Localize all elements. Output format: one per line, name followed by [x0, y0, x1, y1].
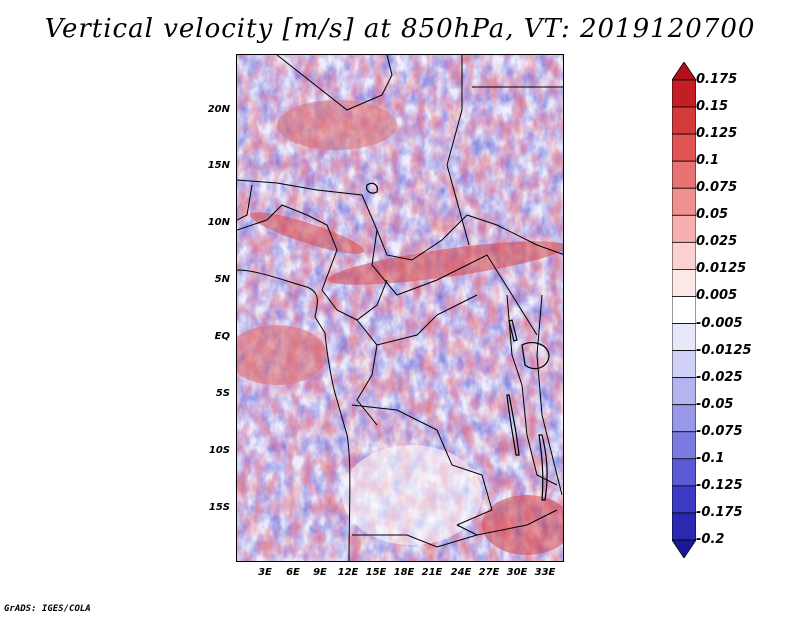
colorbar-segment — [672, 106, 696, 135]
map-panel — [236, 54, 564, 562]
longitude-tick-label: 9E — [313, 567, 327, 578]
longitude-tick-label: 18E — [393, 567, 415, 578]
longitude-tick-label: 15E — [365, 567, 387, 578]
colorbar-segment — [672, 350, 696, 379]
colorbar-tick-label: -0.0125 — [696, 342, 752, 358]
colorbar-tick-label: 0.075 — [696, 180, 738, 196]
colorbar-tick-label: 0.1 — [696, 153, 720, 169]
angola-border — [351, 404, 493, 526]
colorbar-segment — [672, 62, 696, 81]
colorbar-tick-label: -0.025 — [696, 369, 743, 385]
lakes — [366, 182, 550, 501]
drc-west-border — [356, 344, 378, 426]
congo-border-north — [356, 294, 478, 346]
northern-border — [276, 55, 393, 111]
colorbar-tick-label: 0.025 — [696, 234, 738, 250]
colorbar-tick-label: -0.175 — [696, 504, 743, 520]
coastal-red-zone — [237, 325, 327, 385]
colorbar-segment — [672, 431, 696, 460]
nigeria-border — [237, 204, 338, 291]
colorbar-segment — [672, 160, 696, 189]
lake-chad — [366, 182, 378, 194]
colorbar-segment — [672, 485, 696, 514]
colorbar-segment — [672, 296, 696, 324]
latitude-tick-label: 5N — [214, 274, 230, 285]
sudan-south-border — [466, 214, 563, 255]
longitude-tick-label: 27E — [478, 567, 500, 578]
colorbar-segment — [672, 269, 696, 297]
latitude-tick-label: 10N — [207, 217, 230, 228]
colorbar-segment — [672, 512, 696, 541]
colorbar-tick-label: -0.125 — [696, 477, 743, 493]
southern-border — [352, 534, 478, 548]
colorbar-segment — [672, 404, 696, 433]
colorbar-segment — [672, 133, 696, 162]
colorbar-segment — [672, 214, 696, 243]
lake-tanganyika — [506, 394, 520, 456]
colorbar-segment — [672, 377, 696, 406]
zambia-border — [456, 509, 558, 536]
longitude-tick-label: 30E — [506, 567, 528, 578]
colorbar-tick-label: -0.075 — [696, 423, 743, 439]
colorbar-segment — [672, 323, 696, 351]
lake-albert — [508, 319, 518, 342]
latitude-tick-label: 15N — [207, 160, 230, 171]
velocity-field-map — [237, 55, 563, 561]
lake-malawi — [538, 434, 548, 501]
colorbar-tick-label: 0.0125 — [696, 261, 747, 277]
drc-east-border — [506, 294, 558, 486]
coastline-southwest — [346, 434, 351, 561]
coastline-west-africa — [237, 269, 348, 436]
longitude-tick-label: 6E — [286, 567, 300, 578]
east-africa-border — [536, 294, 563, 496]
colorbar-tick-label: 0.15 — [696, 99, 729, 115]
colorbar-tick-label: 0.05 — [696, 207, 729, 223]
colorbar-tick-label: -0.1 — [696, 450, 725, 466]
longitude-tick-label: 21E — [421, 567, 443, 578]
latitude-tick-label: 20N — [207, 104, 230, 115]
colorbar-tick-label: -0.05 — [696, 396, 734, 412]
colorbar-segment — [672, 458, 696, 487]
longitude-tick-label: 12E — [337, 567, 359, 578]
colorbar-segment — [672, 241, 696, 270]
west-interior-border — [237, 184, 253, 221]
libya-sudan-border — [446, 55, 470, 246]
colorbar-segment — [672, 79, 696, 108]
colorbar-tick-label: -0.005 — [696, 315, 743, 331]
credit-text: GrADS: IGES/COLA — [4, 604, 91, 614]
plot-title: Vertical velocity [m/s] at 850hPa, VT: 2… — [44, 14, 756, 44]
colorbar — [672, 62, 696, 558]
north-red-zone — [277, 100, 397, 150]
country-borders — [237, 55, 563, 561]
colorbar-tick-label: 0.175 — [696, 72, 738, 87]
convergence-bands — [237, 100, 563, 555]
latitude-tick-label: 15S — [208, 502, 230, 513]
colorbar-segment — [672, 539, 696, 558]
colorbar-segment — [672, 187, 696, 216]
colorbar-tick-label: -0.2 — [696, 532, 725, 547]
longitude-tick-label: 33E — [534, 567, 556, 578]
longitude-tick-label: 24E — [450, 567, 472, 578]
latitude-tick-label: EQ — [214, 331, 230, 342]
southeast-red-zone — [482, 495, 563, 555]
latitude-tick-label: 10S — [208, 445, 230, 456]
longitude-tick-label: 3E — [258, 567, 272, 578]
colorbar-tick-label: 0.125 — [696, 126, 738, 142]
sahel-red-band — [328, 241, 563, 285]
chad-car-border — [371, 229, 538, 336]
lake-victoria — [521, 342, 550, 370]
southern-white-zone — [342, 445, 482, 545]
latitude-tick-label: 5S — [215, 388, 230, 399]
west-red-band — [249, 212, 365, 254]
colorbar-tick-label: 0.005 — [696, 288, 738, 304]
